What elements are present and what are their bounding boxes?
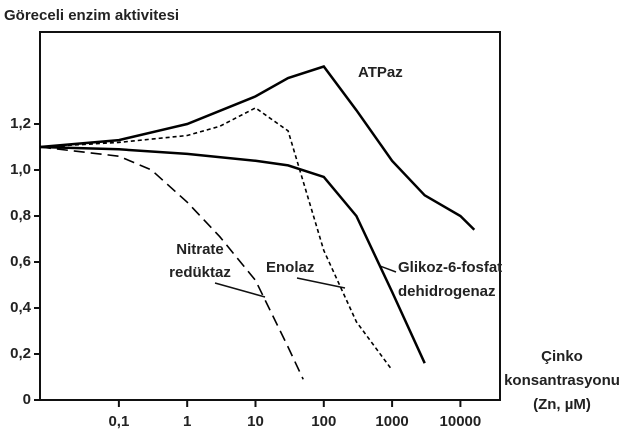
y-tick-label: 0 bbox=[23, 391, 31, 408]
curve-label: redüktaz bbox=[169, 264, 231, 281]
chart-title: Göreceli enzim aktivitesi bbox=[4, 7, 179, 24]
curve-label: dehidrogenaz bbox=[398, 283, 496, 300]
y-tick-label: 1,0 bbox=[10, 161, 31, 178]
curve-label: ATPaz bbox=[358, 64, 403, 81]
x-tick-label: 0,1 bbox=[108, 413, 129, 430]
leader-line bbox=[296, 277, 346, 289]
x-tick-label: 1000 bbox=[375, 413, 408, 430]
curve bbox=[39, 146, 304, 380]
curve-label: Nitrate bbox=[176, 241, 224, 258]
x-axis-label: (Zn, µM) bbox=[533, 396, 591, 413]
x-tick-label: 10 bbox=[247, 413, 264, 430]
curve bbox=[39, 65, 476, 231]
curve-label: Glikoz-6-fosfat bbox=[398, 259, 502, 276]
curve bbox=[39, 106, 393, 371]
y-tick-label: 0,4 bbox=[10, 299, 32, 316]
y-tick-label: 1,2 bbox=[10, 115, 31, 132]
y-tick-label: 0,6 bbox=[10, 253, 31, 270]
x-axis-label: konsantrasyonu bbox=[504, 372, 620, 389]
x-axis-label: Çinko bbox=[541, 348, 583, 365]
leader-line bbox=[379, 265, 397, 273]
y-tick-label: 0,2 bbox=[10, 345, 31, 362]
x-tick-label: 1 bbox=[183, 413, 191, 430]
x-tick-label: 10000 bbox=[440, 413, 482, 430]
x-tick-label: 100 bbox=[311, 413, 336, 430]
curve bbox=[39, 145, 426, 364]
curve-label: Enolaz bbox=[266, 259, 314, 276]
y-tick-label: 0,8 bbox=[10, 207, 31, 224]
leader-line bbox=[214, 282, 266, 298]
